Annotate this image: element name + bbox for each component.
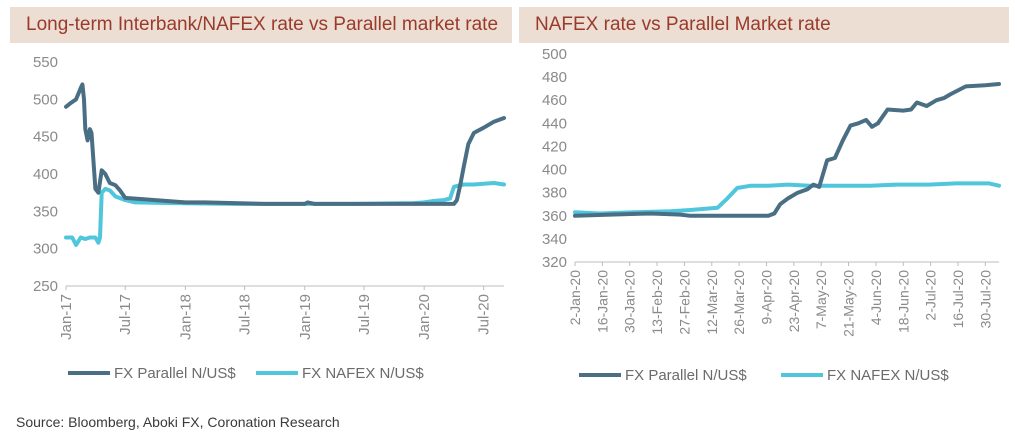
x-tick-label: 16-Jul-20 xyxy=(950,270,966,329)
y-tick-label: 250 xyxy=(33,278,58,295)
x-tick-label: 26-Mar-20 xyxy=(731,270,747,335)
series-line-parallel xyxy=(573,82,1001,218)
y-tick-label: 350 xyxy=(33,203,58,220)
y-tick-label: 400 xyxy=(33,166,58,183)
x-tick-label: 7-May-20 xyxy=(813,270,829,329)
x-tick-label: Jul-18 xyxy=(237,294,254,335)
y-tick-label: 380 xyxy=(542,185,567,202)
x-tick-label: 4-Jun-20 xyxy=(868,270,884,325)
x-tick-label: Jan-20 xyxy=(416,294,433,340)
x-tick-label: 12-Mar-20 xyxy=(704,270,720,335)
x-tick-label: 21-May-20 xyxy=(841,270,857,337)
x-tick-label: 13-Feb-20 xyxy=(649,270,665,335)
legend-label: FX NAFEX N/US$ xyxy=(827,367,949,384)
y-tick-label: 500 xyxy=(542,48,567,63)
y-tick-label: 400 xyxy=(542,162,567,179)
series-line-parallel xyxy=(64,82,506,206)
y-tick-label: 550 xyxy=(33,54,58,71)
y-tick-label: 450 xyxy=(33,129,58,146)
legend-label: FX NAFEX N/US$ xyxy=(302,365,424,382)
x-tick-label: Jan-19 xyxy=(297,294,314,340)
x-tick-label: 16-Jan-20 xyxy=(594,270,610,333)
x-tick-label: Jan-18 xyxy=(177,294,194,340)
x-tick-label: Jul-19 xyxy=(356,294,373,335)
y-tick-label: 480 xyxy=(542,69,567,86)
x-tick-label: 18-Jun-20 xyxy=(895,270,911,333)
chart-1-title: Long-term Interbank/NAFEX rate vs Parall… xyxy=(10,7,512,43)
x-tick-label: Jul-20 xyxy=(476,294,493,335)
x-tick-label: 2-Jan-20 xyxy=(567,270,583,325)
x-tick-label: 30-Jul-20 xyxy=(977,270,993,329)
series-line-nafex xyxy=(64,181,506,247)
series-line-nafex xyxy=(573,181,1001,216)
source-note: Source: Bloomberg, Aboki FX, Coronation … xyxy=(16,414,340,430)
x-tick-label: Jan-17 xyxy=(58,294,75,340)
y-tick-label: 340 xyxy=(542,231,567,248)
y-tick-label: 320 xyxy=(542,254,567,271)
x-tick-label: Jul-17 xyxy=(117,294,134,335)
chart-2-title: NAFEX rate vs Parallel Market rate xyxy=(519,7,1009,43)
legend-label: FX Parallel N/US$ xyxy=(114,365,236,382)
x-tick-label: 30-Jan-20 xyxy=(622,270,638,333)
y-tick-label: 460 xyxy=(542,92,567,109)
y-tick-label: 500 xyxy=(33,91,58,108)
x-tick-label: 9-Apr-20 xyxy=(758,270,774,325)
y-tick-label: 420 xyxy=(542,138,567,155)
x-tick-label: 27-Feb-20 xyxy=(676,270,692,335)
legend-label: FX Parallel N/US$ xyxy=(625,367,747,384)
y-tick-label: 360 xyxy=(542,208,567,225)
y-tick-label: 440 xyxy=(542,115,567,132)
x-tick-label: 23-Apr-20 xyxy=(786,270,802,332)
x-tick-label: 2-Jul-20 xyxy=(923,270,939,321)
y-tick-label: 300 xyxy=(33,241,58,258)
